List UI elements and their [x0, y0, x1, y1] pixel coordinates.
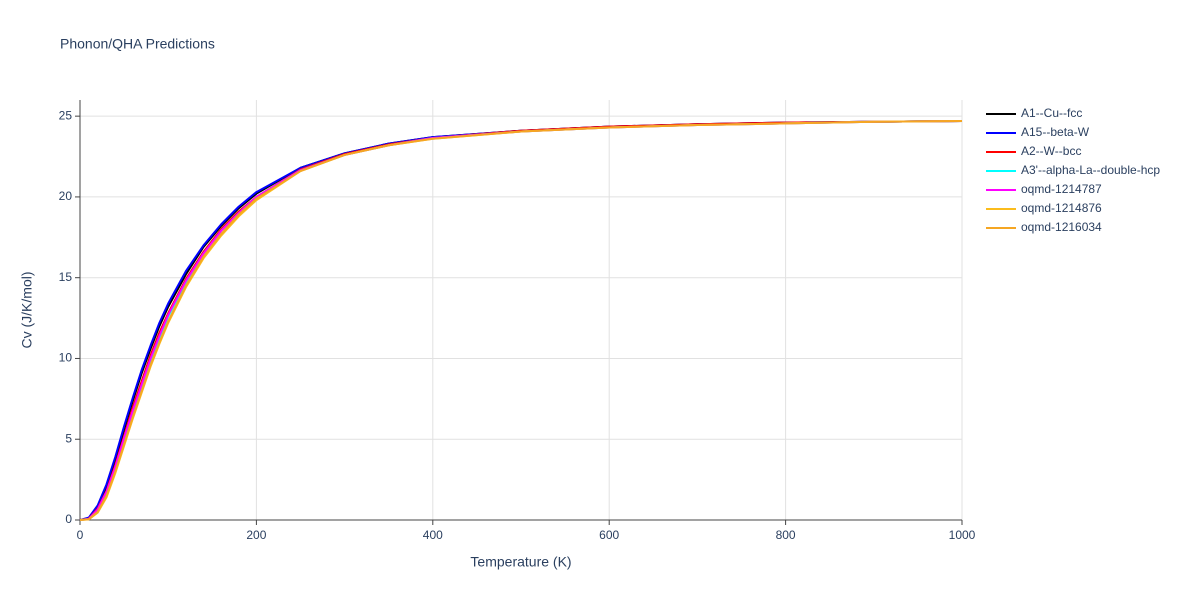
legend-label: A3'--alpha-La--double-hcp	[1021, 163, 1160, 177]
y-tick-label: 0	[65, 512, 72, 526]
legend-label: A1--Cu--fcc	[1021, 106, 1082, 120]
series-line	[79, 120, 963, 521]
chart-title: Phonon/QHA Predictions	[60, 36, 215, 52]
x-tick-label: 200	[246, 528, 266, 542]
x-tick-label: 600	[599, 528, 619, 542]
x-tick-label: 1000	[949, 528, 976, 542]
series-line	[79, 120, 963, 521]
legend-label: oqmd-1214787	[1021, 182, 1102, 196]
series-line	[79, 120, 963, 521]
x-axis-title: Temperature (K)	[470, 554, 571, 570]
y-tick-label: 25	[59, 108, 73, 122]
series-line	[79, 120, 963, 521]
x-tick-label: 400	[423, 528, 443, 542]
y-tick-label: 5	[65, 431, 72, 445]
y-tick-label: 20	[59, 189, 73, 203]
series-line	[79, 120, 963, 521]
legend-label: oqmd-1214876	[1021, 201, 1102, 215]
x-tick-label: 0	[77, 528, 84, 542]
y-axis-title: Cv (J/K/mol)	[19, 272, 35, 349]
y-tick-label: 10	[59, 351, 73, 365]
y-tick-label: 15	[59, 270, 73, 284]
series-line	[79, 120, 963, 521]
series-line	[79, 120, 963, 521]
legend-label: A2--W--bcc	[1021, 144, 1081, 158]
legend-label: A15--beta-W	[1021, 125, 1090, 139]
x-tick-label: 800	[776, 528, 796, 542]
legend-label: oqmd-1216034	[1021, 220, 1102, 234]
